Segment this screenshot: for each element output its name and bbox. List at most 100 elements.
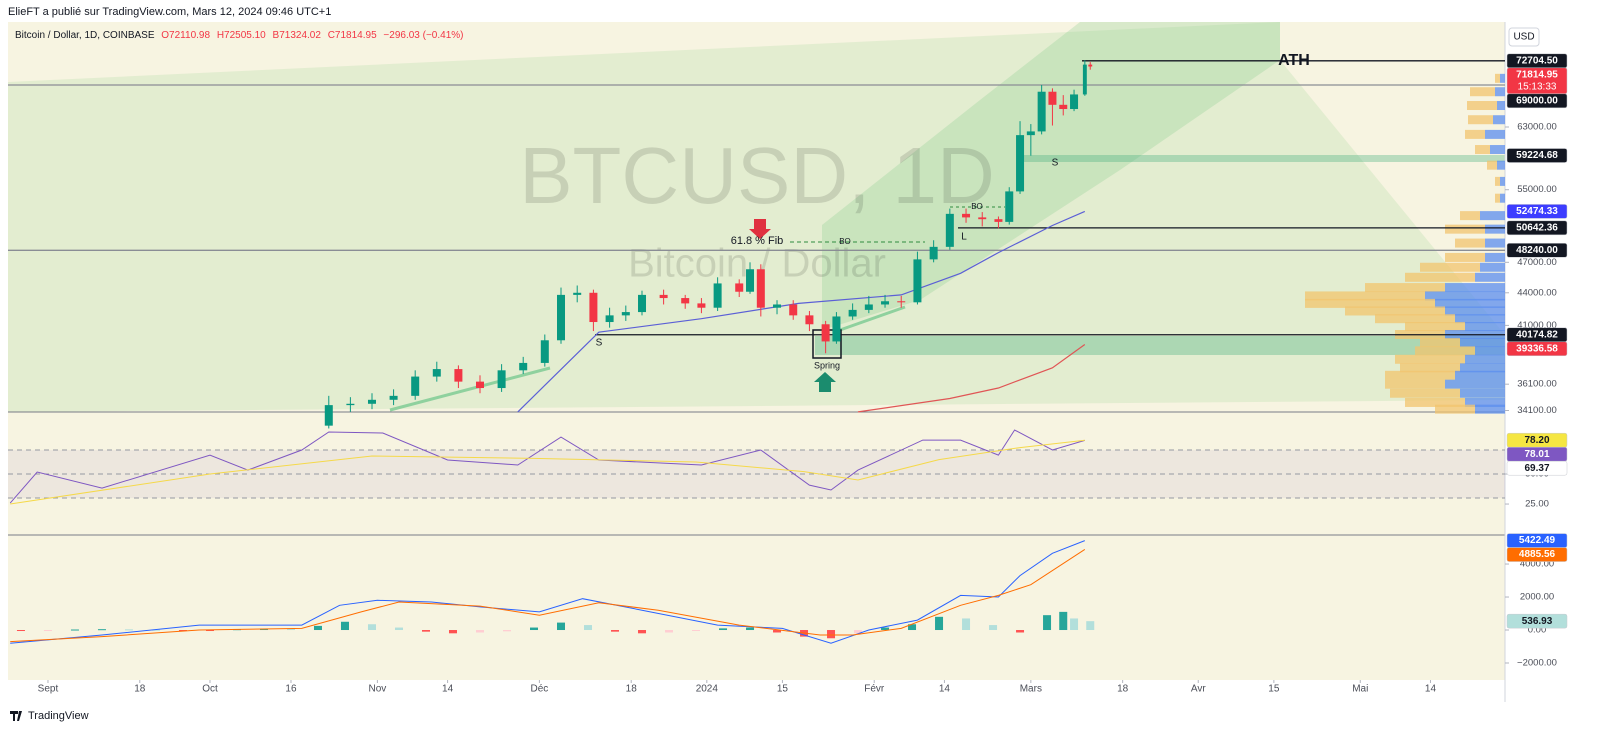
moving-average [857,344,1086,413]
histogram-bar [475,630,484,633]
profile-up [1500,176,1505,186]
price-label: 536.93 [1522,616,1553,627]
candle-body [773,304,782,308]
histogram-bar [530,627,539,631]
candle-body [432,369,441,377]
macd-line [10,548,1086,643]
histogram-bar [962,618,971,631]
trend-line [389,366,551,412]
candle-body [454,369,463,382]
profile-down [1375,314,1455,324]
histogram-bar [16,630,25,632]
x-tick-label: 14 [1425,684,1437,695]
histogram-bar [178,630,187,632]
profile-down [1467,101,1497,111]
candle-body [1048,91,1057,105]
ohlc-open: O72110.98 [161,30,211,41]
profile-up [1485,238,1505,248]
y-tick-label: 41000.00 [1517,320,1557,331]
candle-body [497,370,506,389]
histogram-bar [97,629,106,631]
profile-down [1385,379,1445,389]
histogram-bar [584,625,593,631]
ohlc-change: −296.03 (−0.41%) [383,30,464,41]
profile-down [1487,160,1497,170]
candle-body [1059,104,1068,110]
histogram-bar [1086,621,1095,631]
profile-down [1465,129,1485,139]
profile-up [1465,322,1505,332]
candle-body [864,304,873,310]
candle-body [962,213,971,218]
candle-body [848,309,857,317]
y-tick-label: 36100.00 [1517,379,1557,390]
watermark-title: BTCUSD, 1D [519,131,995,220]
profile-up [1497,160,1505,170]
trend-zone [8,22,1505,412]
y-tick-label: −2000.00 [1517,658,1557,669]
candle-body [897,301,906,303]
price-label-box [1506,341,1568,357]
profile-up [1480,211,1505,221]
candle-body [978,217,987,220]
candle-body [832,316,841,342]
histogram-bar [692,630,701,632]
candle-body [913,259,922,303]
y-tick-label: 25.00 [1525,499,1549,510]
candle-body [540,340,549,363]
candle-body [1005,191,1014,222]
profile-down [1345,306,1445,316]
candle-body [324,405,333,426]
profile-down [1445,224,1485,234]
price-label: 39336.58 [1516,343,1558,354]
candle-body [1026,131,1035,136]
trend-line [839,305,906,332]
candle-body [1088,64,1093,67]
price-label: 71814.95 [1516,69,1558,80]
candle-body [1082,64,1087,95]
ohlc-close: C71814.95 [327,30,377,41]
y-tick-label: 0.00 [1528,625,1547,636]
price-countdown: 15:13:33 [1518,81,1557,92]
histogram-bar [124,629,133,631]
histogram-bar [367,624,376,631]
currency-box[interactable] [1508,27,1540,47]
histogram-bar [70,629,79,631]
support-band [1020,155,1505,162]
candle-body [1070,94,1079,110]
profile-down [1435,404,1475,414]
price-label-box [1506,460,1568,476]
profile-up [1485,252,1505,262]
bo-label: BO [971,202,983,211]
candle-body [1037,91,1046,132]
candle-body [821,324,830,342]
profile-down [1420,262,1480,272]
price-label-box [1506,613,1568,629]
profile-up [1445,283,1505,293]
candle-body [389,395,398,400]
profile-up [1480,262,1505,272]
profile-down [1460,211,1480,221]
currency[interactable]: USD [1513,32,1534,43]
bo-label: BO [839,237,851,246]
candle-body [994,219,1003,222]
profile-up [1485,129,1505,139]
profile-up [1435,298,1505,308]
x-tick-label: Déc [531,684,549,695]
histogram-bar [611,630,620,632]
x-tick-label: Sept [38,684,59,695]
x-tick-label: Mai [1352,684,1368,695]
x-tick-label: 18 [626,684,638,695]
histogram-bar [881,627,890,631]
l-label: L [961,232,967,243]
histogram-bar [638,630,647,634]
moving-average [517,210,1086,413]
profile-down [1468,115,1493,125]
profile-down [1445,252,1485,262]
profile-up [1460,338,1505,348]
histogram-bar [854,630,863,634]
x-tick-label: 18 [134,684,146,695]
candle-body [746,269,755,292]
histogram-bar [43,630,52,632]
candle-body [573,292,582,295]
